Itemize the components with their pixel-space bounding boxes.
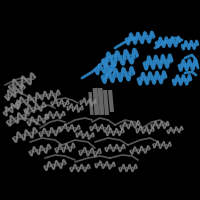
Polygon shape bbox=[90, 124, 110, 132]
Polygon shape bbox=[126, 32, 154, 44]
Polygon shape bbox=[106, 129, 124, 135]
Polygon shape bbox=[3, 100, 21, 116]
Polygon shape bbox=[60, 124, 80, 132]
Polygon shape bbox=[24, 102, 46, 114]
Polygon shape bbox=[102, 68, 134, 82]
Polygon shape bbox=[79, 148, 101, 156]
Polygon shape bbox=[9, 73, 35, 91]
Polygon shape bbox=[76, 131, 94, 139]
Polygon shape bbox=[119, 165, 137, 171]
Polygon shape bbox=[40, 90, 60, 100]
Polygon shape bbox=[80, 98, 96, 106]
Polygon shape bbox=[45, 112, 65, 118]
Polygon shape bbox=[153, 141, 171, 149]
Polygon shape bbox=[151, 122, 169, 128]
Polygon shape bbox=[16, 93, 40, 107]
Polygon shape bbox=[7, 110, 29, 126]
Polygon shape bbox=[27, 114, 49, 126]
Polygon shape bbox=[51, 99, 69, 107]
Polygon shape bbox=[138, 72, 166, 84]
Polygon shape bbox=[95, 62, 115, 74]
Polygon shape bbox=[144, 55, 172, 69]
Polygon shape bbox=[55, 143, 75, 153]
Polygon shape bbox=[67, 104, 83, 112]
Polygon shape bbox=[70, 165, 90, 171]
Polygon shape bbox=[173, 75, 191, 85]
Polygon shape bbox=[182, 41, 198, 49]
Polygon shape bbox=[44, 160, 66, 170]
Polygon shape bbox=[167, 126, 183, 134]
Polygon shape bbox=[103, 49, 137, 67]
Polygon shape bbox=[39, 127, 61, 137]
Polygon shape bbox=[105, 145, 125, 151]
Polygon shape bbox=[130, 146, 150, 154]
Polygon shape bbox=[29, 144, 51, 156]
Polygon shape bbox=[5, 84, 25, 100]
Polygon shape bbox=[136, 126, 154, 134]
Polygon shape bbox=[95, 161, 115, 169]
Polygon shape bbox=[13, 128, 37, 142]
Polygon shape bbox=[156, 37, 180, 47]
Polygon shape bbox=[120, 121, 140, 129]
Polygon shape bbox=[179, 60, 197, 70]
